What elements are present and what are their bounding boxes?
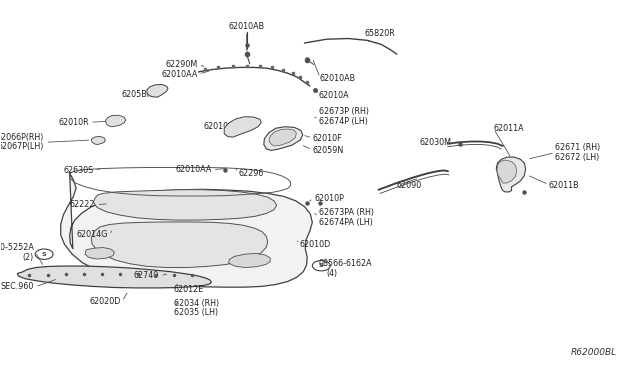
Text: 62059N: 62059N: [312, 146, 344, 155]
Text: 62010AA: 62010AA: [161, 70, 197, 79]
Text: 6205BN: 6205BN: [121, 90, 153, 99]
Text: 62090: 62090: [397, 181, 422, 190]
Text: SEC.960: SEC.960: [1, 282, 34, 291]
Text: 62010R: 62010R: [58, 118, 89, 127]
Text: 62630S: 62630S: [63, 166, 93, 174]
Polygon shape: [224, 117, 261, 137]
Polygon shape: [92, 137, 106, 144]
Polygon shape: [17, 266, 211, 288]
Text: 62067P(LH): 62067P(LH): [0, 142, 44, 151]
Text: 62010P: 62010P: [315, 195, 345, 203]
Text: 62010F: 62010F: [312, 134, 342, 143]
Polygon shape: [496, 157, 525, 192]
Text: 65820R: 65820R: [365, 29, 396, 38]
Text: 62222: 62222: [70, 200, 95, 209]
Text: 62011B: 62011B: [548, 181, 579, 190]
Text: 62020D: 62020D: [90, 297, 121, 306]
Text: 62011A: 62011A: [493, 124, 524, 134]
Text: 62010AA: 62010AA: [175, 165, 211, 174]
Text: (2): (2): [22, 253, 34, 262]
Text: 62010R: 62010R: [203, 122, 234, 131]
Text: 62671 (RH): 62671 (RH): [555, 143, 600, 152]
Text: 62673P (RH): 62673P (RH): [319, 107, 369, 116]
Text: 62673PA (RH): 62673PA (RH): [319, 208, 374, 217]
Text: 62296: 62296: [238, 169, 264, 178]
Text: 62010AB: 62010AB: [320, 74, 356, 83]
Polygon shape: [106, 115, 126, 127]
Text: 62010AB: 62010AB: [228, 22, 264, 31]
Text: 62010A: 62010A: [319, 91, 349, 100]
Polygon shape: [497, 160, 516, 183]
Text: 62014G: 62014G: [77, 230, 108, 240]
Text: 62012E: 62012E: [173, 285, 204, 294]
Text: 62672 (LH): 62672 (LH): [555, 153, 599, 162]
Text: 62030M: 62030M: [420, 138, 452, 147]
Polygon shape: [264, 127, 303, 150]
Text: R62000BL: R62000BL: [571, 348, 617, 357]
Polygon shape: [93, 190, 276, 220]
Polygon shape: [147, 84, 168, 97]
Text: 08566-6162A: 08566-6162A: [319, 259, 372, 268]
Text: 62740: 62740: [134, 271, 159, 280]
Text: (4): (4): [326, 269, 337, 278]
Text: 62010D: 62010D: [300, 240, 331, 249]
Polygon shape: [85, 247, 115, 259]
Text: 62290M: 62290M: [165, 60, 197, 69]
Polygon shape: [92, 222, 268, 267]
Text: 62674PA (LH): 62674PA (LH): [319, 218, 372, 227]
Text: 62034 (RH): 62034 (RH): [174, 299, 220, 308]
Polygon shape: [228, 253, 270, 267]
Polygon shape: [61, 173, 312, 287]
Text: 62066P(RH): 62066P(RH): [0, 132, 44, 141]
Text: S: S: [319, 263, 324, 268]
Text: S: S: [42, 252, 47, 257]
Text: 62674P (LH): 62674P (LH): [319, 117, 367, 126]
Text: 62035 (LH): 62035 (LH): [174, 308, 218, 317]
Polygon shape: [269, 129, 296, 146]
Text: 08340-5252A: 08340-5252A: [0, 243, 34, 252]
